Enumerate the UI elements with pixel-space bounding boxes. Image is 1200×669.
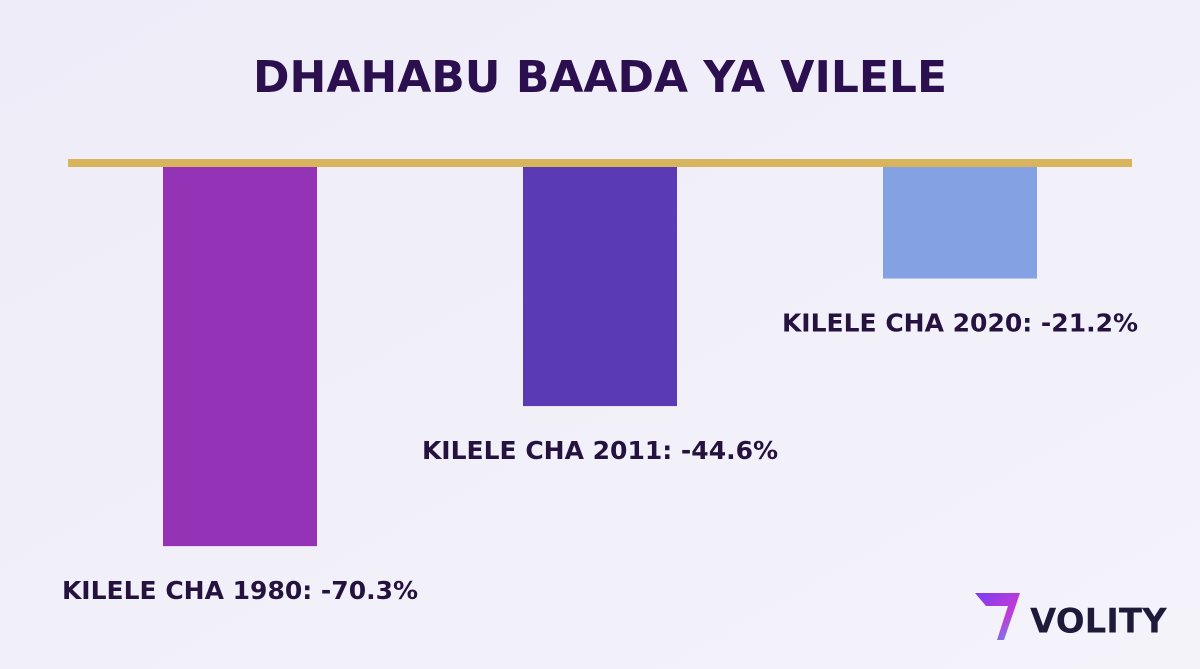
- value-label: KILELE CHA 2011: -44.6%: [422, 436, 778, 465]
- bar: [163, 163, 317, 547]
- chart-title: DHAHABU BAADA YA VILELE: [253, 52, 947, 103]
- logo-icon: [975, 593, 1020, 640]
- logo: VOLITY: [975, 593, 1167, 642]
- value-label: KILELE CHA 2020: -21.2%: [782, 309, 1138, 338]
- value-label: KILELE CHA 1980: -70.3%: [62, 576, 418, 605]
- bar: [523, 163, 677, 407]
- logo-text: VOLITY: [1030, 602, 1167, 642]
- bar: [883, 163, 1037, 279]
